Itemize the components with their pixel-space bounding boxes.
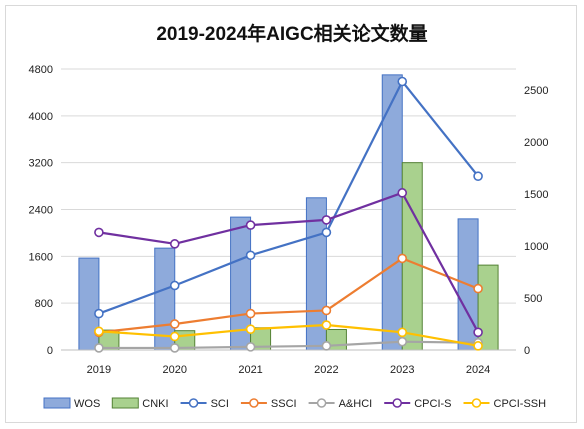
y-left-tick-label: 4800 [29,64,53,76]
tick-labels: 0 800 1600 2400 3200 4000 4800 0 500 1000 1500 2000… [29,64,549,376]
y-left-tick-label: 3200 [29,158,53,170]
point-ssci [397,253,408,264]
y-left-tick-label: 0 [47,345,53,357]
legend-label-cpci-ssh: CPCI-SSH [494,398,547,410]
x-tick-label: 2022 [314,364,338,376]
y-left-tick-label: 1600 [29,251,53,263]
point-cpci-ssh [94,326,104,337]
legend-label-sci: SCI [211,398,229,410]
point-ssci [169,319,180,329]
point-sci [94,308,104,319]
y-right-tick-label: 0 [524,345,530,357]
legend-label-a-hci: A&HCI [339,398,373,410]
legend-marker-sci [188,398,199,408]
point-ssci [245,308,256,319]
point-a-hci [245,342,256,352]
legend: WOS CNKI SCI SSCI A&HCI CPCI-S CPCI-SSH [43,397,547,410]
line-cpci-ssh [98,323,479,347]
line-cpci-s [98,191,480,333]
x-tick-label: 2024 [466,364,490,376]
y-left-tick-label: 4000 [29,111,53,123]
chart-svg: 2019-2024年AIGC相关论文数量 0 800 1600 2400 3200 400… [29,22,549,410]
legend-label-cnki: CNKI [142,398,168,410]
legend-swatch-wos [43,397,71,409]
legend-label-cpci-s: CPCI-S [414,398,451,410]
chart-title: 2019-2024年AIGC相关论文数量 [156,22,427,45]
lines-group [94,76,483,353]
point-ssci [473,283,483,294]
point-a-hci [321,341,332,351]
y-right-tick-label: 1000 [524,241,548,253]
x-tick-label: 2021 [238,364,262,376]
legend-label-ssci: SSCI [271,398,297,410]
bar-wos [78,257,100,351]
bar-cnki [477,264,499,351]
legend-label-wos: WOS [74,398,100,410]
point-cpci-ssh [321,320,332,330]
point-a-hci [169,343,180,353]
point-sci [169,280,180,291]
point-cpci-ssh [397,327,408,338]
y-right-tick-label: 500 [524,293,542,305]
point-cpci-s [245,220,256,230]
legend-swatch-cnki [111,397,139,409]
point-a-hci [94,343,104,353]
y-right-tick-label: 2000 [524,137,548,149]
line-ssci [98,257,479,334]
y-right-tick-label: 2500 [524,85,548,97]
line-sci [98,80,479,315]
point-sci [473,171,483,181]
legend-marker-a-hci [316,398,327,408]
point-cpci-s [321,215,332,225]
point-cpci-s [473,327,483,338]
legend-marker-cpci-ssh [471,398,482,408]
point-cpci-ssh [169,331,180,342]
legend-marker-cpci-s [392,398,402,408]
point-cpci-ssh [245,324,256,334]
legend-marker-ssci [249,398,259,408]
point-ssci [321,305,332,316]
line-a-hci [98,340,479,350]
point-sci [245,250,256,261]
y-right-tick-label: 1500 [524,189,548,201]
x-tick-label: 2023 [390,364,414,376]
point-sci [397,76,408,87]
point-cpci-ssh [473,341,483,351]
y-left-tick-label: 2400 [29,205,53,217]
x-tick-label: 2019 [87,364,111,376]
y-left-tick-label: 800 [35,298,53,310]
gridlines [61,68,516,351]
chart-frame: 2019-2024年AIGC相关论文数量 0 800 1600 2400 3200 400… [5,5,577,423]
point-a-hci [397,336,408,347]
point-cpci-s [169,239,180,249]
point-sci [321,227,332,238]
point-cpci-s [397,188,408,198]
point-cpci-s [94,227,104,238]
x-tick-label: 2020 [163,364,187,376]
